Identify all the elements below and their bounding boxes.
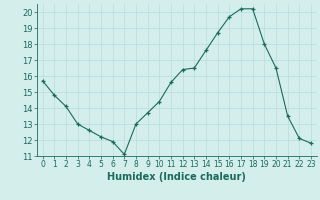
X-axis label: Humidex (Indice chaleur): Humidex (Indice chaleur)	[108, 172, 246, 182]
